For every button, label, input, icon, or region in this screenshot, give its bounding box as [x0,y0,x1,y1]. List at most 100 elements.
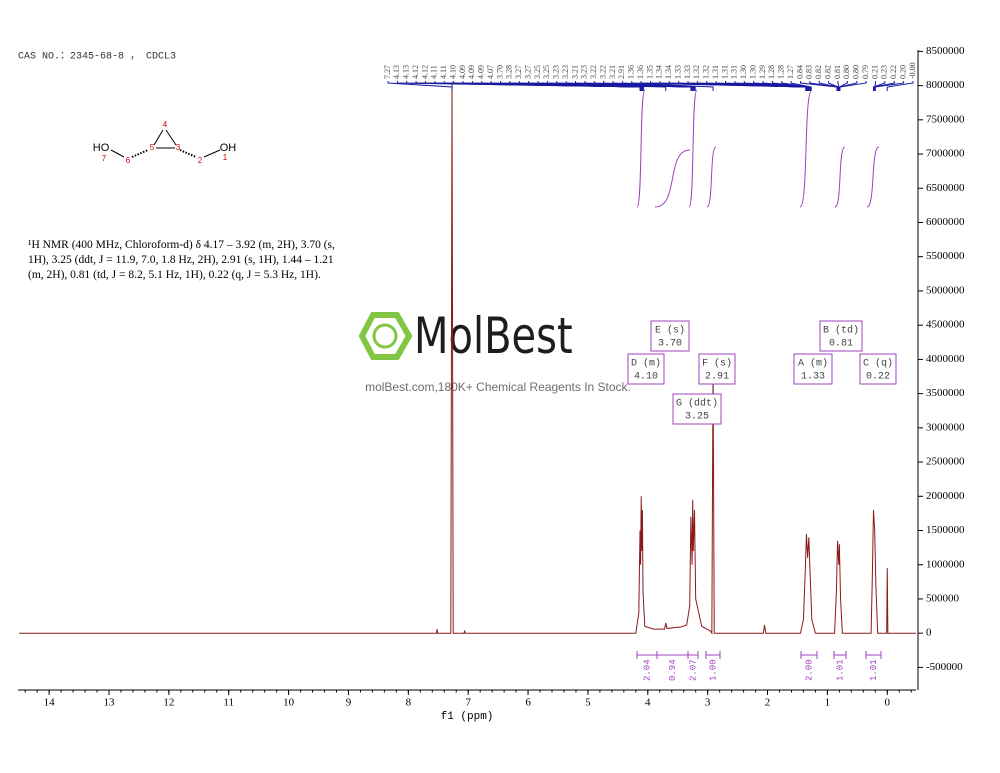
y-tick-label: 6000000 [926,216,965,228]
integral-curve [799,89,813,208]
multiplet-shift: 2.91 [705,372,729,383]
y-tick-label: 4000000 [926,353,965,365]
peak-leader [809,81,839,91]
peak-label: 2.91 [617,65,626,79]
watermark-tagline: molBest.com,180K+ Chemical Reagents In S… [365,380,631,394]
multiplet-name: C (q) [863,358,893,370]
bond [179,149,197,158]
bond [153,129,164,146]
multiplet-name: D (m) [631,358,661,370]
atom-number: 3 [176,143,181,152]
integral-curve [706,146,717,208]
x-tick-label: 5 [585,697,591,709]
peak-label: 0.79 [861,65,870,79]
logo [358,312,413,360]
peak-label: 4.13 [402,65,411,79]
y-tick-label: 3000000 [926,421,965,433]
bond [203,149,221,158]
integral-label: 2.04 [642,659,652,681]
x-tick-label: 14 [44,697,56,709]
peak-label: 1.36 [627,65,636,79]
peak-leader [874,81,905,91]
peak-label: 3.70 [495,65,504,79]
peak-label: 1.32 [692,65,701,79]
peak-leader [886,81,914,91]
x-axis-label: f1 (ppm) [441,711,494,723]
peak-label: 7.27 [383,65,392,79]
peak-label: 1.31 [720,65,729,79]
peak-label: 1.31 [711,65,720,79]
multiplet-box [793,353,833,385]
peak-label: 0.20 [898,65,907,79]
peak-label: 0.82 [823,65,832,79]
peak-label: 3.28 [505,65,514,79]
peak-label: 3.21 [570,65,579,79]
bond [131,149,149,158]
peak-label: -0.00 [908,62,917,79]
integral-curve [654,149,691,208]
multiplet-box [859,353,897,385]
peak-label: 1.33 [683,65,692,79]
multiplet-shift: 0.81 [829,339,853,350]
peak-label: 3.23 [552,65,561,79]
y-tick-label: 5500000 [926,250,965,262]
y-tick-label: 500000 [926,592,960,604]
peak-label: 1.32 [702,65,711,79]
peak-leader [612,81,696,91]
peak-label: 1.27 [786,65,795,79]
x-tick-label: 1 [825,697,831,709]
multiplet-shift: 0.22 [866,372,890,383]
peak-label: 1.36 [636,65,645,79]
peak-leader [762,81,811,91]
peak-leader [781,81,812,91]
atom-number: 1 [223,153,228,162]
multiplet-box [698,353,736,385]
peak-label: 4.09 [458,65,467,79]
x-tick-label: 11 [223,697,234,709]
atom-label: OH [220,142,237,154]
peak-label: 1.29 [758,65,767,79]
peak-label: 3.23 [580,65,589,79]
multiplet-box [650,320,690,352]
peak-leader [800,81,838,91]
spectrum-line [19,82,916,636]
integral-label: 1.00 [708,659,718,681]
peak-label: 0.81 [833,65,842,79]
peak-label: 1.30 [739,65,748,79]
peak-label: 0.84 [795,65,804,79]
peak-label: 4.12 [420,65,429,79]
peak-leader [839,81,867,91]
multiplet-shift: 1.33 [801,372,825,383]
logo [372,323,398,349]
peak-label: 3.22 [589,65,598,79]
peak-label: 0.83 [805,65,814,79]
y-tick-label: 4500000 [926,319,965,331]
peak-label: 0.23 [880,65,889,79]
integral-label: 1.01 [835,659,845,681]
integral-label: 2.00 [804,659,814,681]
bond [110,149,125,158]
peak-leader [874,81,876,91]
peak-label: 1.31 [730,65,739,79]
peak-label: 4.09 [467,65,476,79]
peak-label: 3.22 [598,65,607,79]
peak-label: 3.25 [533,65,542,79]
header: CAS NO.：2345-68-8 ， CDCL3 [18,52,176,63]
peak-label: 0.80 [852,65,861,79]
peak-label: 3.27 [514,65,523,79]
multiplet-name: A (m) [798,358,828,370]
multiplet-box [819,320,863,352]
x-tick-label: 13 [103,697,115,709]
x-tick-label: 12 [163,697,174,709]
peak-label: 1.30 [748,65,757,79]
x-tick-label: 3 [705,697,711,709]
peak-label: 4.13 [392,65,401,79]
peak-label: 1.34 [655,65,664,79]
integral-label: 0.94 [668,659,678,681]
peak-label: 0.82 [814,65,823,79]
multiplet-name: G (ddt) [676,398,718,410]
molecule: HO 7 6 5 4 3 2 OH 1 [93,120,237,165]
multiplet-name: F (s) [702,358,732,370]
integral-curve [636,89,646,208]
y-tick-label: 1500000 [926,524,965,536]
